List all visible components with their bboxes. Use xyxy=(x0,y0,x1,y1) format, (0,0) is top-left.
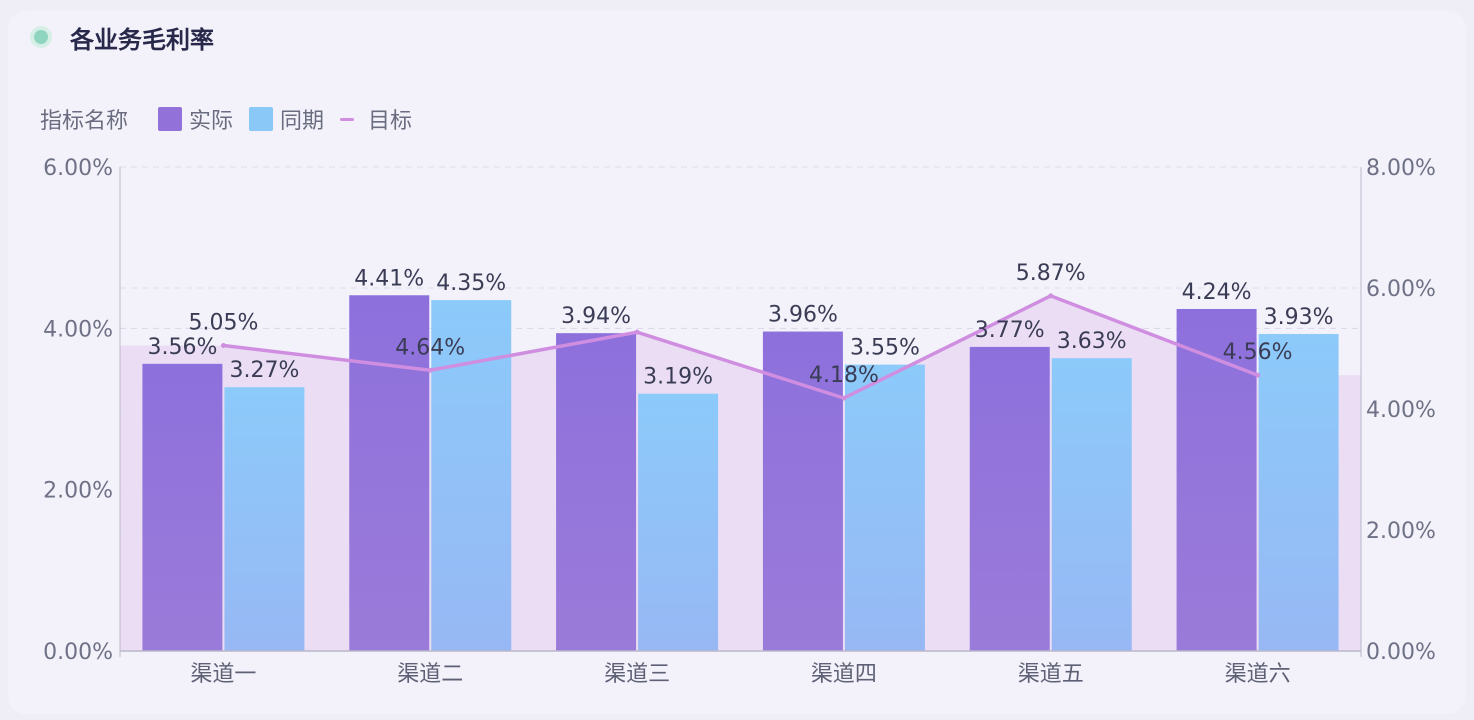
data-label-target: 4.18% xyxy=(809,363,879,388)
y-right-tick-label: 6.00% xyxy=(1366,277,1436,302)
target-area xyxy=(120,295,1361,651)
x-tick-label: 渠道一 xyxy=(190,662,256,687)
legend-title: 指标名称 xyxy=(40,109,129,134)
legend-swatch-prior xyxy=(249,107,274,131)
bar-actual[interactable] xyxy=(349,295,430,651)
bar-actual[interactable] xyxy=(142,363,223,651)
y-left-tick-label: 2.00% xyxy=(43,479,113,504)
y-left-tick-label: 4.00% xyxy=(43,317,113,342)
y-right-tick-label: 8.00% xyxy=(1366,156,1436,181)
target-point xyxy=(634,329,640,335)
legend-label-target: 目标 xyxy=(368,109,413,134)
legend-swatch-actual xyxy=(158,107,183,131)
target-line xyxy=(223,294,1259,400)
data-label-prior: 4.35% xyxy=(436,271,506,296)
target-line-layer xyxy=(220,293,1261,401)
data-label-prior: 3.27% xyxy=(229,358,299,383)
bar-actual[interactable] xyxy=(1176,308,1257,651)
legend-label-prior: 同期 xyxy=(280,109,325,134)
target-point xyxy=(841,395,847,401)
data-label-actual: 4.24% xyxy=(1182,280,1252,305)
bar-prior[interactable] xyxy=(1051,358,1132,651)
status-dot-icon xyxy=(34,30,48,44)
legend-item-target[interactable]: 目标 xyxy=(340,103,412,135)
data-label-prior: 3.55% xyxy=(850,336,920,361)
target-area-layer xyxy=(120,295,1361,651)
data-label-layer: 3.56% 3.27% 4.41% 4.35% 3.94% 3.19% 3.96% 3.55%… xyxy=(147,261,1333,390)
target-point xyxy=(1255,372,1261,378)
x-tick-label: 渠道四 xyxy=(811,662,877,687)
bar-prior[interactable] xyxy=(224,387,305,651)
data-label-actual: 3.94% xyxy=(561,304,631,329)
y-right-tick-label: 2.00% xyxy=(1366,519,1436,544)
y-right-tick-label: 0.00% xyxy=(1366,640,1436,665)
data-label-target: 4.64% xyxy=(395,335,465,360)
bar-prior[interactable] xyxy=(844,364,925,651)
data-label-target: 4.56% xyxy=(1223,340,1293,365)
card-header: 各业务毛利率 xyxy=(34,22,214,54)
target-point xyxy=(1048,293,1054,299)
bar-prior[interactable] xyxy=(638,393,719,651)
legend-item-actual[interactable]: 实际 xyxy=(158,103,233,135)
target-point xyxy=(427,367,433,373)
data-label-actual: 4.41% xyxy=(354,266,424,291)
page-title: 各业务毛利率 xyxy=(70,25,214,54)
data-label-prior: 3.19% xyxy=(643,365,713,390)
data-label-prior: 3.63% xyxy=(1057,329,1127,354)
axis-layer: 渠道一 渠道二 渠道三 渠道四 渠道五 渠道六 0.00% 2.00% 4.00% 6.00% 0.… xyxy=(43,156,1436,687)
y-left-tick-label: 0.00% xyxy=(43,640,113,665)
x-tick-label: 渠道五 xyxy=(1018,662,1084,687)
bar-actual[interactable] xyxy=(969,346,1050,651)
bar-prior[interactable] xyxy=(1258,333,1339,651)
x-tick-label: 渠道三 xyxy=(604,662,670,687)
x-tick-label: 渠道二 xyxy=(397,662,463,687)
legend-label-actual: 实际 xyxy=(189,109,234,134)
data-label-actual: 3.96% xyxy=(768,303,838,328)
target-point xyxy=(220,342,226,348)
x-tick-label: 渠道六 xyxy=(1225,662,1291,687)
bar-actual[interactable] xyxy=(556,333,637,651)
data-label-actual: 3.77% xyxy=(975,318,1045,343)
y-left-tick-label: 6.00% xyxy=(43,156,113,181)
y-right-tick-label: 4.00% xyxy=(1366,398,1436,423)
data-label-target: 5.87% xyxy=(1016,261,1086,286)
chart-legend: 指标名称 实际 同期 目标 xyxy=(40,104,428,134)
legend-swatch-target xyxy=(340,117,355,121)
data-label-actual: 3.56% xyxy=(147,335,217,360)
legend-item-prior[interactable]: 同期 xyxy=(249,103,324,135)
data-label-prior: 3.93% xyxy=(1264,305,1334,330)
data-label-target: 5.05% xyxy=(188,310,258,335)
